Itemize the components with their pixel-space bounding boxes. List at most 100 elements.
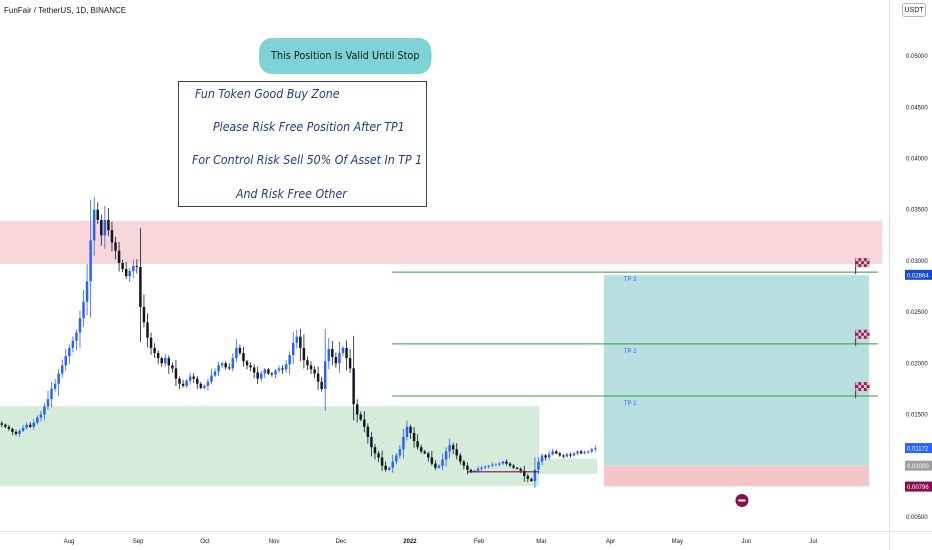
candle [576, 450, 579, 456]
candle-body [306, 360, 309, 366]
flag-cloth [855, 382, 870, 392]
candle [28, 422, 32, 429]
candle [427, 451, 430, 462]
candle-body [327, 348, 331, 362]
zone-buy-zone-extension [539, 458, 598, 474]
candle-body [444, 451, 448, 460]
flag-check [858, 261, 862, 265]
candle [373, 444, 377, 460]
candle [231, 353, 235, 372]
y-tick-label: 0.03000 [906, 259, 928, 265]
candle [491, 462, 494, 468]
candle [448, 438, 451, 459]
candle-body [92, 209, 96, 241]
y-tick-label: 0.02000 [906, 361, 928, 367]
candle-body [295, 336, 299, 343]
x-tick-label: 2022 [403, 539, 417, 545]
candle-body [121, 262, 124, 270]
candle [25, 422, 28, 430]
candle-body [188, 376, 192, 381]
candle [309, 361, 313, 375]
candle-body [185, 380, 188, 386]
candle-body [231, 358, 235, 369]
candle [114, 236, 117, 260]
candle-body [203, 385, 206, 388]
candle [57, 368, 60, 396]
candle [39, 410, 43, 422]
candle [295, 329, 299, 349]
candle-body [210, 375, 213, 382]
y-tick-label: 0.04500 [906, 105, 928, 111]
candle [164, 353, 167, 367]
candle [249, 362, 252, 372]
price-label: 0.01000 [905, 460, 932, 471]
candle [68, 344, 71, 365]
candle [270, 371, 274, 377]
candle [444, 447, 448, 467]
candle-body [544, 455, 547, 458]
candle [220, 361, 224, 368]
candle [345, 340, 348, 371]
candle [160, 356, 163, 367]
candle [132, 259, 135, 279]
candle [228, 363, 231, 371]
candle-body [579, 451, 583, 454]
candle [277, 365, 281, 374]
flag-check [855, 382, 859, 386]
candle [377, 451, 380, 463]
candle [416, 434, 419, 450]
notes-box[interactable] [178, 81, 427, 207]
candle [153, 343, 156, 358]
candle-body [18, 430, 21, 434]
candle [313, 366, 316, 379]
candle [4, 423, 7, 429]
candle-body [313, 369, 316, 374]
candle-body [192, 376, 195, 379]
candle [50, 381, 53, 408]
candle-body [427, 453, 430, 458]
candle-body [164, 358, 167, 364]
candle-body [352, 368, 355, 405]
candle [238, 344, 242, 356]
candle-body [167, 358, 171, 366]
candle-body [96, 209, 99, 220]
candle [423, 449, 426, 455]
candle [274, 369, 277, 378]
candle-body [4, 424, 7, 427]
candle-body [181, 383, 185, 386]
candle-body [320, 381, 323, 389]
x-tick-label: Apr [606, 539, 615, 545]
candle [7, 424, 11, 431]
candle [121, 259, 124, 273]
symbol-title[interactable]: FunFair / TetherUS, 1D, BINANCE [4, 6, 127, 15]
candle [498, 461, 501, 467]
candle-body [434, 463, 437, 468]
candle [192, 373, 195, 383]
candle [224, 361, 227, 370]
callout-bubble[interactable]: This Position Is Valid Until Stop Loss H… [259, 38, 432, 98]
candle-body [132, 266, 135, 272]
candle-body [558, 453, 562, 456]
candle [338, 341, 341, 374]
candle [263, 367, 267, 378]
candle [199, 381, 203, 390]
candle [267, 367, 270, 376]
flag-check [866, 388, 870, 392]
candle-body [288, 355, 291, 365]
candle-body [491, 464, 494, 466]
flag-check [861, 258, 864, 262]
price-label: 0.01172 [905, 443, 932, 454]
candle-body [291, 342, 295, 356]
candle-body [171, 365, 174, 369]
candle-body [409, 426, 412, 433]
candle [259, 370, 263, 382]
candle [306, 356, 309, 371]
candle [512, 463, 515, 470]
currency-button[interactable]: USDT [902, 3, 926, 17]
x-tick-label: Jun [742, 539, 752, 545]
price-label-box [905, 269, 932, 280]
candle-body [416, 441, 419, 448]
candle-body [107, 219, 110, 231]
candle-body [39, 414, 43, 418]
